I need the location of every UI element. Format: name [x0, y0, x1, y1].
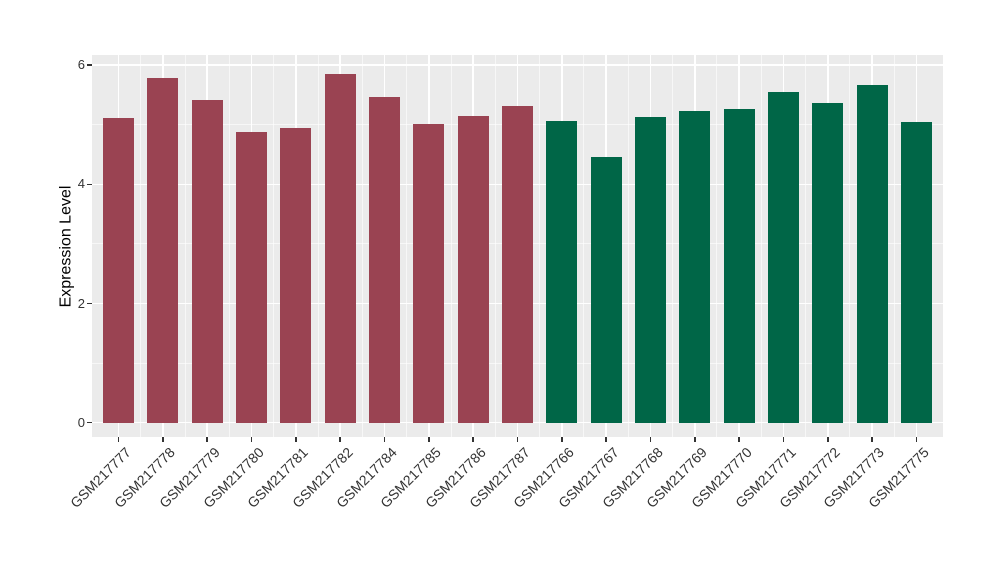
- gridline-minor-x: [228, 55, 230, 437]
- x-tick-mark: [605, 437, 607, 442]
- bar: [413, 123, 445, 423]
- gridline-minor-x: [273, 55, 275, 437]
- y-tick-label: 0: [77, 414, 85, 430]
- bar: [191, 99, 223, 423]
- gridline-minor-x: [361, 55, 363, 437]
- y-tick-label: 2: [77, 295, 85, 311]
- gridline-minor-x: [849, 55, 851, 437]
- bar: [280, 128, 312, 423]
- x-tick-mark: [162, 437, 164, 442]
- x-tick-mark: [915, 437, 918, 442]
- gridline-minor-x: [140, 55, 142, 437]
- gridline-minor-x: [893, 55, 895, 437]
- x-tick-mark: [738, 437, 740, 442]
- bar: [767, 91, 799, 423]
- x-tick-mark: [250, 437, 253, 442]
- bar: [236, 131, 268, 423]
- gridline-minor-x: [583, 55, 585, 437]
- y-axis-title: Expression Level: [57, 185, 75, 308]
- x-tick-mark: [561, 437, 563, 442]
- x-tick-mark: [117, 437, 120, 442]
- gridline-minor-x: [805, 55, 807, 437]
- y-tick-mark: [87, 421, 92, 424]
- y-tick-label: 6: [77, 57, 85, 73]
- x-tick-mark: [871, 437, 873, 442]
- x-tick-mark: [649, 437, 652, 442]
- bar: [590, 156, 622, 423]
- x-tick-mark: [428, 437, 430, 442]
- bar: [324, 74, 356, 423]
- gridline-minor-x: [184, 55, 186, 437]
- gridline-minor-x: [627, 55, 629, 437]
- bar: [147, 78, 179, 423]
- plot-panel: [92, 55, 943, 437]
- bar: [546, 121, 578, 423]
- y-tick-mark: [87, 302, 92, 305]
- gridline-minor-x: [672, 55, 674, 437]
- bar: [723, 108, 755, 423]
- bar: [103, 118, 135, 423]
- x-tick-mark: [782, 437, 785, 442]
- x-tick-mark: [694, 437, 696, 442]
- y-tick-mark: [87, 64, 92, 66]
- bar: [501, 106, 533, 423]
- bar: [634, 116, 666, 423]
- x-tick-mark: [206, 437, 208, 442]
- y-tick-label: 4: [77, 176, 85, 192]
- bar: [457, 116, 489, 423]
- gridline-minor-x: [716, 55, 718, 437]
- bar: [369, 97, 401, 423]
- y-tick-mark: [87, 183, 92, 186]
- x-tick-mark: [827, 437, 829, 442]
- x-tick-mark: [383, 437, 386, 442]
- gridline-minor-x: [450, 55, 452, 437]
- x-tick-mark: [516, 437, 519, 442]
- bar: [679, 111, 711, 423]
- x-tick-mark: [472, 437, 474, 442]
- gridline-minor-x: [406, 55, 408, 437]
- bar: [856, 85, 888, 423]
- x-tick-mark: [339, 437, 341, 442]
- bar: [900, 122, 932, 423]
- gridline-minor-x: [317, 55, 319, 437]
- gridline-minor-x: [539, 55, 541, 437]
- bar: [812, 103, 844, 423]
- gridline-minor-x: [494, 55, 496, 437]
- x-tick-mark: [295, 437, 297, 442]
- gridline-minor-x: [760, 55, 762, 437]
